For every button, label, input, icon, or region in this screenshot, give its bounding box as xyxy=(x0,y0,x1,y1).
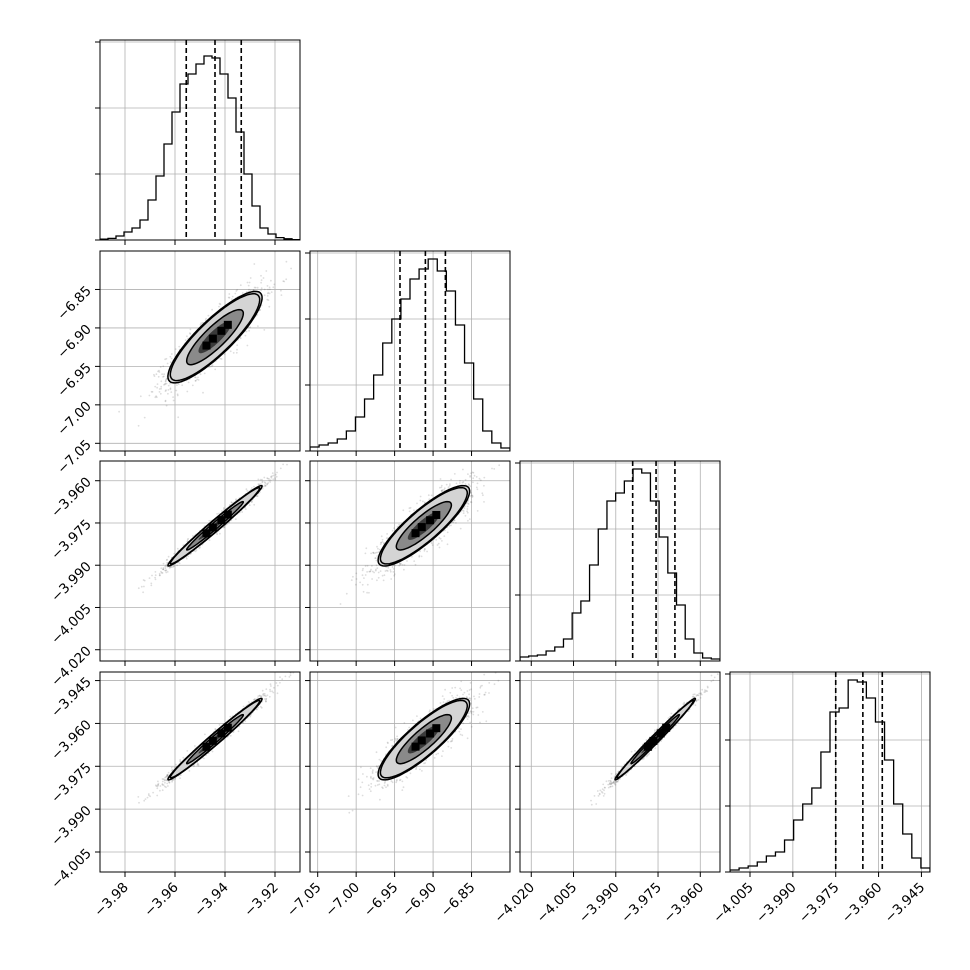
y-tick-label: −3.975 xyxy=(48,516,95,563)
panel-frame xyxy=(729,671,931,873)
density-peak xyxy=(202,742,211,751)
x-tick-label: −6.85 xyxy=(438,880,479,921)
density-peak xyxy=(217,516,226,525)
density-peak xyxy=(217,729,226,738)
density-peak xyxy=(426,516,435,525)
y-tick-label: −4.005 xyxy=(48,846,95,893)
contour-line xyxy=(379,486,469,565)
histogram-2 xyxy=(520,468,720,661)
hist-panel-1 xyxy=(305,250,511,456)
density-peak xyxy=(202,341,211,350)
contour-line xyxy=(167,290,263,384)
y-tick-label: −7.00 xyxy=(54,398,95,439)
panel-frame xyxy=(519,671,721,873)
y-tick-label: −7.05 xyxy=(54,437,95,478)
density-peak xyxy=(656,729,665,738)
density-peak xyxy=(643,742,652,751)
density-peak xyxy=(411,742,420,751)
hist-panel-0 xyxy=(95,39,301,245)
hist-panel-2 xyxy=(515,460,721,666)
contour-line xyxy=(169,292,261,382)
density-peak xyxy=(223,320,232,329)
hist-panel-3: −4.005−3.990−3.975−3.960−3.945 xyxy=(710,671,931,927)
scatter-panel-3-0: −3.98 −3.96 −3.94 −3.92 −4.005−3.990−3.975−3… xyxy=(48,671,301,921)
density-peak xyxy=(417,523,426,532)
density-peak xyxy=(208,523,217,532)
density-peak xyxy=(223,510,232,519)
y-tick-label: −3.990 xyxy=(48,803,95,850)
density-peak xyxy=(208,736,217,745)
histogram-1 xyxy=(310,258,510,451)
x-tick-label: −3.975 xyxy=(796,880,843,927)
scatter-panel-3-2: −4.020−4.005−3.990−3.975−3.960 xyxy=(491,671,721,927)
density-peak xyxy=(417,736,426,745)
contour-line xyxy=(377,484,471,567)
scatter-panel-1-0: −7.05−7.00−6.95−6.90−6.85 xyxy=(54,250,301,478)
scatter-panel-2-0: −4.020−4.005−3.990−3.975−3.960 xyxy=(48,460,301,690)
contour-line xyxy=(614,697,697,781)
panel-frame xyxy=(309,460,511,662)
density-peak xyxy=(202,529,211,538)
scatter-panel-3-1: −7.05−7.00−6.95−6.90−6.85 xyxy=(284,671,511,921)
y-tick-label: −6.85 xyxy=(54,283,95,324)
density-peak xyxy=(649,736,658,745)
density-peak xyxy=(208,334,217,343)
x-tick-label: −3.96 xyxy=(141,880,182,921)
y-tick-label: −3.960 xyxy=(48,474,95,521)
x-tick-label: −6.95 xyxy=(361,880,402,921)
x-tick-label: −4.005 xyxy=(710,880,757,927)
contour-line xyxy=(377,697,471,781)
x-tick-label: −3.960 xyxy=(839,880,886,927)
x-tick-label: −3.94 xyxy=(191,880,232,921)
panel-frame xyxy=(99,671,301,873)
y-tick-label: −6.90 xyxy=(54,321,95,362)
contour-line xyxy=(167,484,263,567)
x-tick-label: −4.020 xyxy=(491,880,538,927)
panel-frame xyxy=(99,39,301,241)
x-tick-label: −3.92 xyxy=(241,880,282,921)
y-tick-label: −6.95 xyxy=(54,360,95,401)
contour-line xyxy=(185,308,245,366)
x-tick-label: −6.90 xyxy=(399,880,440,921)
contour-line xyxy=(395,713,453,765)
density-peak xyxy=(223,723,232,732)
panel-frame xyxy=(519,460,721,662)
x-tick-label: −3.98 xyxy=(91,880,132,921)
density-peak xyxy=(426,729,435,738)
x-tick-label: −7.00 xyxy=(322,880,363,921)
density-peak xyxy=(662,723,671,732)
x-tick-label: −3.945 xyxy=(882,880,929,927)
panel-frame xyxy=(309,671,511,873)
x-tick-label: −3.960 xyxy=(660,880,707,927)
density-peak xyxy=(411,529,420,538)
histogram-3 xyxy=(730,679,930,872)
x-tick-label: −3.975 xyxy=(618,880,665,927)
x-tick-label: −3.990 xyxy=(753,880,800,927)
y-tick-label: −3.975 xyxy=(48,760,95,807)
contour-line xyxy=(379,699,469,779)
x-tick-label: −7.05 xyxy=(284,880,325,921)
density-peak xyxy=(217,326,226,335)
scatter-panel-2-1 xyxy=(305,460,511,666)
y-tick-label: −4.005 xyxy=(48,601,95,648)
histogram-0 xyxy=(100,55,300,240)
y-tick-label: −3.960 xyxy=(48,717,95,764)
x-tick-label: −4.005 xyxy=(534,880,581,927)
contour-line xyxy=(395,500,453,551)
density-peak xyxy=(432,510,441,519)
panel-frame xyxy=(99,460,301,662)
panel-frame xyxy=(99,250,301,452)
panel-frame xyxy=(309,250,511,452)
x-tick-label: −3.990 xyxy=(576,880,623,927)
y-tick-label: −3.990 xyxy=(48,559,95,606)
density-peak xyxy=(432,724,441,733)
contour-line xyxy=(167,697,263,781)
